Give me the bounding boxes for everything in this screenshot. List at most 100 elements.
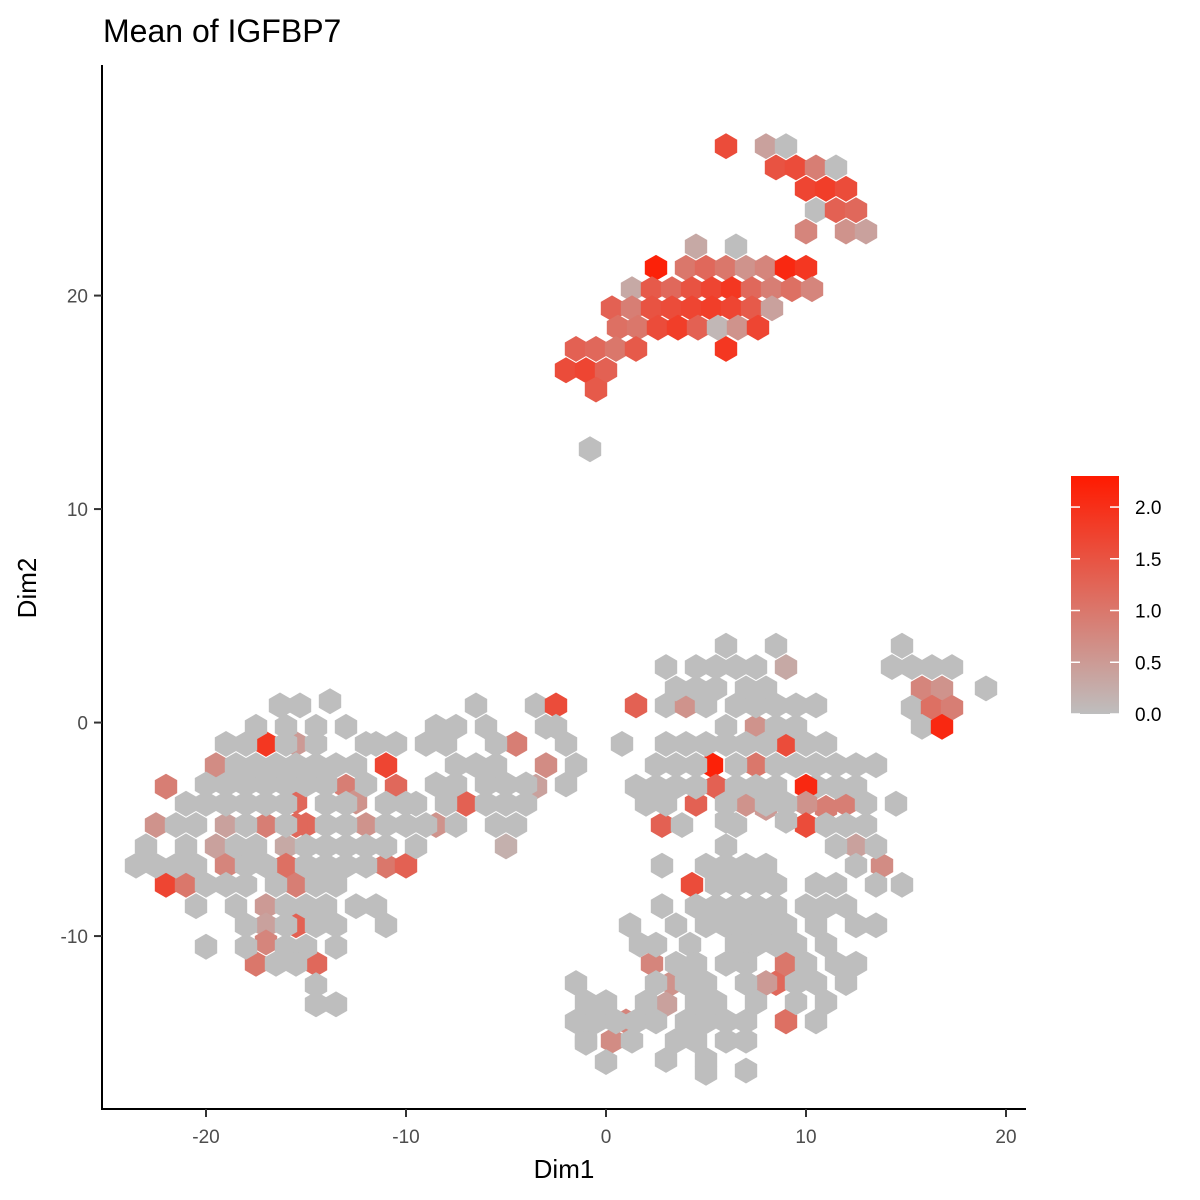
hexbin-cell [804,871,828,898]
hexbin-cell [824,752,848,779]
hexbin-cell [464,692,488,719]
hexbin-cell [744,752,768,779]
hexbin-cell [704,773,728,800]
legend-tick-label: 0.5 [1135,653,1161,674]
hexbin-cell [764,713,788,740]
hexbin-cell [764,632,788,659]
hexbin-cell [274,833,298,860]
hexbin-cell [354,833,378,860]
hexbin-cell [664,1027,688,1054]
color-legend-bar [1071,476,1119,714]
hexbin-cell [834,790,858,817]
hexbin-cell [454,790,478,817]
hexbin-cell [294,833,318,860]
hexbin-cell [374,790,398,817]
hexbin-cell [744,989,768,1016]
hexbin-cell [684,893,708,920]
hexbin-cell [764,931,788,958]
hexbin-cell [234,731,258,757]
hexbin-cell [274,790,298,817]
y-tick-label: 20 [67,287,88,308]
hexbin-cell [734,912,758,939]
hexbin-cell [294,852,318,879]
hexbin-cell [794,790,818,817]
hexbin-cell [774,790,798,817]
hexbin-cell [234,912,258,939]
hexbin-cell [354,812,378,838]
hexbin-cell [444,812,468,838]
y-tick-label: 0 [77,714,88,735]
hexbin-cell [714,1008,738,1035]
chart-title: Mean of IGFBP7 [103,13,341,49]
hexbin-cell [294,893,318,920]
hexbin-cell [234,771,258,798]
hexbin-cell [504,812,528,838]
hexbin-cell [640,950,664,977]
hexbin-cell [824,773,848,800]
hexbin-cell [680,871,704,898]
hexbin-cell [744,931,768,958]
hexbin-cell [704,871,728,898]
x-axis-ticks: -20 -10 0 10 20 [192,1109,1017,1148]
hexbin-cell [654,654,678,680]
hexbin-cell [574,989,598,1016]
hexbin-cell [344,752,368,779]
hexbin-cell [664,950,688,977]
hexbin-cell [726,314,750,341]
hexbin-cell [864,833,888,860]
hexbin-cell [754,731,778,757]
hexbin-cell [264,752,288,779]
hexbin-cell [606,314,630,341]
hexbin-cell [650,852,674,879]
hexbin-cell [900,694,924,721]
hexbin-cell [654,991,678,1018]
hexbin-cell [754,852,778,879]
hexbin-cell [664,752,688,779]
hexbin-cell [754,790,778,817]
hexbin-cell [794,254,818,281]
hexbin-cell [774,1008,798,1035]
hexbin-cell [574,357,598,384]
hexbin-cell [600,1027,624,1054]
hexbin-cell [734,1008,758,1035]
hexbin-cell [254,790,278,817]
hexbin-cell [634,989,658,1016]
hexbin-cell [694,1008,718,1035]
x-tick-label: 20 [995,1127,1016,1148]
hexbin-cell [424,713,448,740]
hexbin-cell [774,807,798,834]
hexbin-cell [764,773,788,800]
hexbin-cell [714,254,738,281]
hexbin-cell [694,912,718,939]
hexbin-cell [734,1057,758,1084]
hexbin-cell [484,812,508,838]
hexbin-cell [804,970,828,996]
hexbin-cell [264,871,288,898]
hexbin-cell [834,218,858,245]
hexbin-cell [254,893,278,920]
hexbin-cell [804,154,828,181]
hexbin-cell [694,692,718,719]
hexbin-cell [694,731,718,757]
hexbin-cell [794,731,818,757]
hexbin-cell [744,654,768,680]
hexbin-cell [800,276,824,303]
hexbin-cell [444,771,468,798]
hexbin-cell [124,852,148,879]
hexbin-cell [324,991,348,1018]
hexbin-cell [640,295,664,322]
hexbin-cell [724,773,748,800]
hexbin-cell [414,731,438,757]
hexbin-cell [344,893,368,920]
hexbin-cell [884,790,908,817]
hexbin-cell [254,929,278,956]
hexbin-cell [714,833,738,860]
hexbin-cell [214,812,238,838]
hexbin-cell [734,1027,758,1054]
hexbin-cell [814,795,838,821]
hexbin-cell [714,731,738,757]
hexbin-cell [814,893,838,920]
hexbin-cell [304,912,328,939]
hexbin-cell [724,931,748,958]
hexbin-cell [854,790,878,817]
